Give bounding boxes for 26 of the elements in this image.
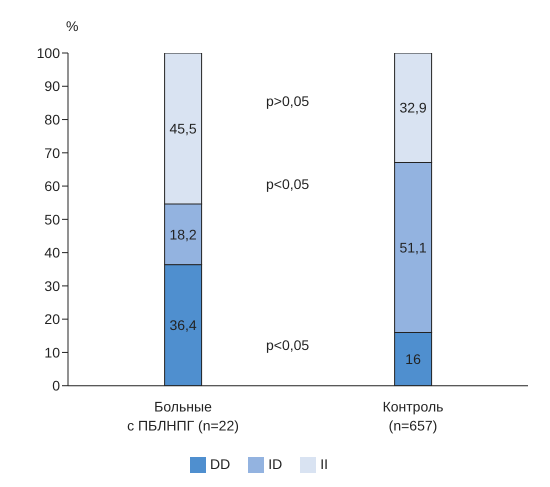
y-tick-label: 90 (44, 78, 60, 94)
y-tick-label: 10 (44, 344, 60, 360)
y-tick-label: 70 (44, 144, 60, 161)
y-tick-label: 0 (52, 378, 60, 394)
data-label: 16 (405, 351, 422, 368)
annotation: p>0,05 (266, 93, 310, 109)
data-label: 18,2 (169, 226, 197, 242)
y-tick-label: 20 (44, 311, 60, 328)
y-tick-label: 60 (44, 178, 60, 194)
data-label: 36,4 (169, 317, 197, 334)
data-label: 51,1 (399, 239, 427, 256)
legend-label: DD (210, 456, 230, 472)
legend-label: II (320, 456, 328, 472)
y-tick-label: 40 (44, 244, 60, 261)
legend-label: ID (268, 456, 282, 472)
y-tick-label: 30 (44, 278, 60, 294)
annotation: p<0,05 (266, 176, 310, 192)
data-label: 45,5 (169, 120, 197, 137)
data-label: 32,9 (399, 100, 427, 116)
y-tick-label: 80 (44, 112, 60, 128)
x-tick-label: Контроль (n=657) (382, 398, 444, 434)
annotation: p<0,05 (266, 337, 310, 353)
y-axis-title: % (66, 18, 78, 34)
x-tick-label: Больные с ПБЛНПГ (n=22) (127, 398, 239, 434)
y-tick-label: 50 (44, 211, 60, 228)
y-tick-label: 100 (36, 44, 60, 61)
